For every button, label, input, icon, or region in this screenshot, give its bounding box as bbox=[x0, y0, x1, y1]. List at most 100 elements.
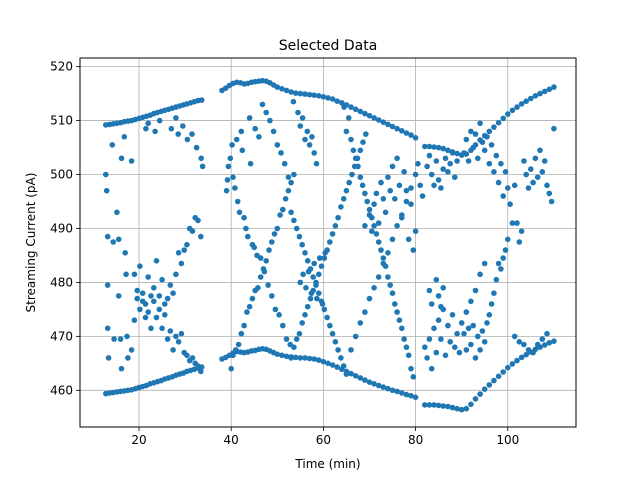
data-point bbox=[514, 104, 520, 110]
data-point bbox=[299, 320, 306, 326]
data-point bbox=[291, 171, 297, 178]
data-point bbox=[329, 362, 336, 368]
data-point bbox=[412, 228, 419, 234]
data-point bbox=[334, 364, 341, 370]
data-point bbox=[348, 136, 354, 143]
data-point bbox=[121, 134, 128, 140]
data-point bbox=[124, 333, 130, 340]
data-point bbox=[283, 353, 290, 360]
data-point bbox=[352, 155, 359, 162]
data-point bbox=[349, 171, 355, 178]
data-point bbox=[145, 274, 151, 280]
data-point bbox=[392, 196, 398, 202]
data-point bbox=[227, 155, 234, 162]
data-point bbox=[389, 163, 396, 170]
data-point bbox=[299, 241, 306, 248]
data-point bbox=[280, 322, 286, 329]
data-point bbox=[375, 274, 382, 280]
data-point bbox=[256, 134, 262, 140]
data-point bbox=[170, 290, 176, 297]
data-point bbox=[433, 276, 440, 283]
chart-title: Selected Data bbox=[279, 38, 378, 54]
data-point bbox=[477, 120, 483, 127]
data-point bbox=[475, 333, 481, 340]
data-point bbox=[477, 391, 483, 397]
data-point bbox=[265, 282, 271, 288]
data-point bbox=[364, 198, 371, 205]
data-point bbox=[311, 150, 318, 156]
data-point bbox=[380, 255, 387, 261]
data-point bbox=[440, 166, 447, 172]
data-point bbox=[371, 285, 377, 291]
data-point bbox=[148, 293, 154, 299]
data-point bbox=[472, 287, 479, 294]
data-point bbox=[313, 160, 320, 167]
data-point bbox=[325, 360, 331, 367]
data-point bbox=[304, 258, 311, 264]
data-point bbox=[385, 174, 391, 180]
data-point bbox=[162, 301, 168, 307]
data-point bbox=[111, 336, 117, 342]
data-point bbox=[302, 91, 308, 97]
data-point bbox=[389, 387, 396, 394]
data-point bbox=[118, 155, 125, 162]
data-point bbox=[297, 123, 304, 129]
data-point bbox=[153, 314, 160, 321]
data-point bbox=[153, 258, 160, 264]
data-point bbox=[551, 338, 557, 345]
data-point bbox=[357, 375, 364, 381]
data-point bbox=[359, 182, 366, 189]
x-axis-label: Time (min) bbox=[294, 457, 360, 471]
data-point bbox=[447, 339, 454, 345]
data-point bbox=[399, 390, 405, 396]
data-point bbox=[435, 144, 442, 151]
data-point bbox=[401, 336, 407, 342]
data-point bbox=[327, 239, 333, 245]
data-point bbox=[445, 322, 451, 329]
data-point bbox=[516, 339, 523, 345]
data-point bbox=[198, 368, 204, 375]
data-point bbox=[428, 365, 435, 372]
data-point bbox=[509, 361, 516, 367]
data-point bbox=[422, 143, 428, 150]
data-point bbox=[544, 182, 550, 189]
data-point bbox=[546, 190, 553, 197]
data-point bbox=[271, 231, 278, 237]
data-point bbox=[276, 312, 282, 318]
data-point bbox=[544, 330, 550, 337]
data-point bbox=[156, 293, 163, 299]
data-point bbox=[470, 322, 477, 329]
data-point bbox=[272, 306, 279, 313]
data-point bbox=[329, 330, 336, 337]
data-point bbox=[343, 187, 350, 194]
data-point bbox=[164, 295, 171, 302]
data-point bbox=[454, 158, 460, 164]
data-point bbox=[283, 87, 290, 94]
data-point bbox=[491, 169, 497, 175]
data-point bbox=[131, 317, 138, 324]
data-point bbox=[319, 301, 326, 307]
data-point bbox=[523, 98, 529, 104]
data-point bbox=[410, 247, 417, 253]
data-point bbox=[442, 352, 449, 359]
data-point bbox=[114, 209, 120, 216]
data-point bbox=[234, 198, 241, 205]
data-point bbox=[105, 355, 112, 361]
data-point bbox=[343, 371, 350, 377]
data-point bbox=[408, 201, 414, 207]
data-point bbox=[296, 233, 303, 240]
data-point bbox=[389, 236, 396, 243]
data-point bbox=[528, 95, 534, 102]
data-point bbox=[366, 295, 373, 302]
data-point bbox=[426, 143, 433, 150]
data-point bbox=[238, 128, 245, 135]
data-point bbox=[346, 179, 353, 186]
data-point bbox=[525, 185, 532, 191]
data-point bbox=[316, 290, 322, 297]
data-point bbox=[521, 341, 527, 348]
data-point bbox=[115, 293, 122, 299]
data-point bbox=[505, 236, 511, 243]
data-point bbox=[511, 333, 518, 340]
data-point bbox=[505, 364, 511, 371]
